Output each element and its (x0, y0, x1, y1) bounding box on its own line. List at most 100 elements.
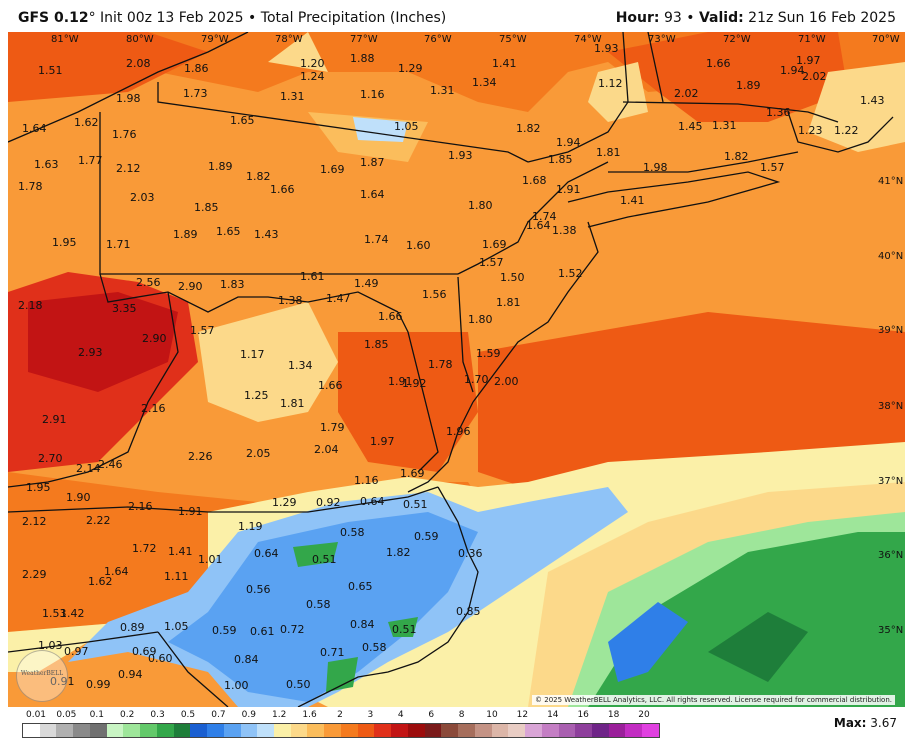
legend-label: 6 (428, 710, 435, 720)
point-value: 1.50 (500, 271, 525, 284)
point-value: 1.81 (496, 296, 521, 309)
precip-shade-northwest (8, 32, 208, 102)
legend-label: 10 (486, 710, 498, 720)
legend-color-swatch (324, 724, 341, 737)
point-value: 0.50 (286, 678, 311, 691)
point-value: 1.31 (712, 119, 737, 132)
point-value: 1.03 (38, 639, 63, 652)
precipitation-map: 81°W 80°W 79°W 78°W 77°W 76°W 75°W 74°W … (8, 32, 905, 707)
point-value: 1.64 (104, 565, 129, 578)
degree-symbol: ° (88, 10, 96, 26)
point-value: 2.03 (130, 191, 155, 204)
point-value: 1.74 (532, 210, 557, 223)
lat-label: 40°N (878, 251, 903, 262)
lon-label: 75°W (499, 34, 527, 45)
point-value: 1.29 (272, 496, 297, 509)
legend-color-swatch (207, 724, 224, 737)
point-value: 1.11 (164, 570, 189, 583)
point-value: 1.16 (360, 88, 385, 101)
point-value: 1.78 (428, 358, 453, 371)
point-value: 1.36 (766, 106, 791, 119)
valid-time: Hour: 93 • Valid: 21z Sun 16 Feb 2025 (616, 10, 896, 26)
point-value: 1.93 (594, 42, 619, 55)
precip-shade-ny-light (268, 32, 328, 72)
point-value: 1.97 (796, 54, 821, 67)
legend-color-swatch (357, 724, 375, 737)
legend-color-swatch (123, 724, 141, 737)
point-value: 1.22 (834, 124, 859, 137)
point-value: 0.85 (456, 605, 481, 618)
ma-border (622, 101, 839, 123)
legend-color-swatch (173, 724, 191, 737)
precip-shade-new-england (608, 32, 848, 122)
logo-text: WeatherBELL (20, 670, 64, 677)
point-value: 1.42 (60, 607, 85, 620)
point-value: 2.02 (802, 70, 827, 83)
long-island (567, 171, 781, 228)
point-value: 1.34 (472, 76, 497, 89)
lat-label: 39°N (878, 325, 903, 336)
point-value: 1.57 (760, 161, 785, 174)
point-value: 1.94 (556, 136, 581, 149)
point-value: 1.66 (378, 310, 403, 323)
legend-label: 0.01 (25, 710, 47, 720)
point-value: 1.66 (706, 57, 731, 70)
legend-label: 16 (577, 710, 589, 720)
point-value: 2.08 (126, 57, 151, 70)
lat-label: 41°N (878, 176, 903, 187)
lon-label: 78°W (275, 34, 303, 45)
legend-label: 8 (458, 710, 465, 720)
point-value: 0.72 (280, 623, 305, 636)
nc-sc-border (157, 631, 229, 707)
copyright-notice: © 2025 WeatherBELL Analytics, LLC. All r… (532, 695, 895, 705)
latitude-labels: 41°N 40°N 39°N 38°N 37°N 36°N 35°N (878, 176, 903, 636)
point-value: 1.89 (173, 228, 198, 241)
legend-color-swatch (240, 724, 258, 737)
map-title: GFS 0.12° Init 00z 13 Feb 2025 • Total P… (18, 10, 446, 26)
legend-color-swatch (575, 724, 592, 737)
ga-border (8, 631, 159, 653)
legend-label: 0.9 (241, 710, 256, 720)
point-value: 1.87 (360, 156, 385, 169)
legend-color-swatch (458, 724, 475, 737)
point-value: 1.57 (479, 256, 504, 269)
precip-shade-light-patch (588, 62, 648, 122)
legend-label: 0.5 (180, 710, 196, 720)
point-value: 1.64 (22, 122, 47, 135)
color-legend: 0.01 0.05 0.1 0.2 0.3 0.5 0.7 0.9 1.2 1.6 2 3 4 6 8 10 1… (8, 707, 905, 750)
point-value: 1.88 (350, 52, 375, 65)
point-value: 1.80 (468, 199, 493, 212)
point-value: 1.80 (468, 313, 493, 326)
point-value: 1.25 (244, 389, 269, 402)
point-value-labels: 1.51 2.08 1.86 1.20 1.88 1.29 1.41 1.93 … (18, 42, 885, 692)
de-md-border (457, 276, 474, 393)
state-borders (8, 32, 894, 707)
legend-color-swatch (23, 724, 40, 737)
point-value: 1.66 (270, 183, 295, 196)
legend-color-swatch (491, 724, 509, 737)
precip-shade-nc-blue (168, 512, 478, 702)
point-value: 1.82 (724, 150, 749, 163)
point-value: 0.36 (458, 547, 483, 560)
legend-label: 0.3 (150, 710, 165, 720)
point-value: 1.62 (88, 575, 113, 588)
legend-label: 4 (397, 710, 404, 720)
point-value: 1.81 (596, 146, 621, 159)
legend-label: 1.2 (272, 710, 287, 720)
point-value: 1.95 (26, 481, 51, 494)
point-value: 1.72 (132, 542, 157, 555)
lake-erie-shore (8, 32, 249, 143)
point-value: 2.93 (78, 346, 103, 359)
point-value: 1.74 (364, 233, 389, 246)
legend-label: 12 (516, 710, 529, 720)
point-value: 1.79 (320, 421, 345, 434)
point-value: 1.34 (288, 359, 313, 372)
point-value: 1.95 (52, 236, 77, 249)
point-value: 2.91 (42, 413, 67, 426)
lon-label: 76°W (424, 34, 452, 45)
chesapeake-west (397, 311, 439, 473)
point-value: 1.83 (220, 278, 245, 291)
lat-label: 36°N (878, 550, 903, 561)
map-canvas: 81°W 80°W 79°W 78°W 77°W 76°W 75°W 74°W … (8, 32, 905, 707)
point-value: 1.00 (224, 679, 249, 692)
